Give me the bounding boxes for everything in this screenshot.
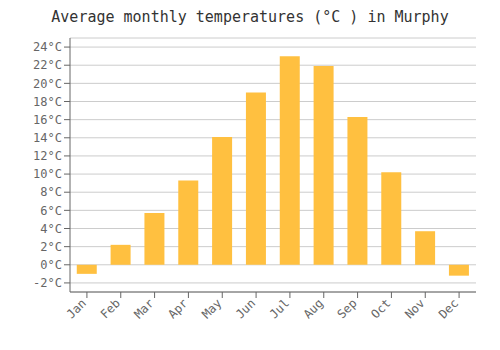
svg-text:Jan: Jan: [64, 296, 89, 321]
svg-text:Sep: Sep: [334, 296, 359, 321]
html-text:Average monthly temperatures (: Average monthly temperatures (°C ) in Mu…: [51, 8, 449, 26]
svg-text:12°C: 12°C: [33, 149, 62, 163]
svg-text:Jun: Jun: [233, 296, 258, 321]
svg-text:0°C: 0°C: [40, 258, 62, 272]
svg-text:Mar: Mar: [131, 296, 156, 321]
svg-text:20°C: 20°C: [33, 77, 62, 91]
svg-text:Nov: Nov: [402, 296, 427, 321]
svg-text:24°C: 24°C: [33, 40, 62, 54]
svg-text:10°C: 10°C: [33, 167, 62, 181]
svg-text:Dec: Dec: [436, 296, 461, 321]
svg-text:-2°C: -2°C: [33, 276, 62, 290]
svg-text:Aug: Aug: [301, 296, 326, 321]
svg-text:18°C: 18°C: [33, 95, 62, 109]
svg-text:6°C: 6°C: [40, 204, 62, 218]
svg-text:14°C: 14°C: [33, 131, 62, 145]
svg-text:Apr: Apr: [165, 296, 190, 321]
svg-text:22°C: 22°C: [33, 58, 62, 72]
svg-text:2°C: 2°C: [40, 240, 62, 254]
svg-text:May: May: [199, 296, 224, 321]
svg-text:Oct: Oct: [368, 296, 393, 321]
svg-text:Jul: Jul: [267, 296, 292, 321]
svg-text:4°C: 4°C: [40, 222, 62, 236]
svg-text:Feb: Feb: [98, 296, 123, 321]
svg-text:16°C: 16°C: [33, 113, 62, 127]
svg-text:8°C: 8°C: [40, 185, 62, 199]
